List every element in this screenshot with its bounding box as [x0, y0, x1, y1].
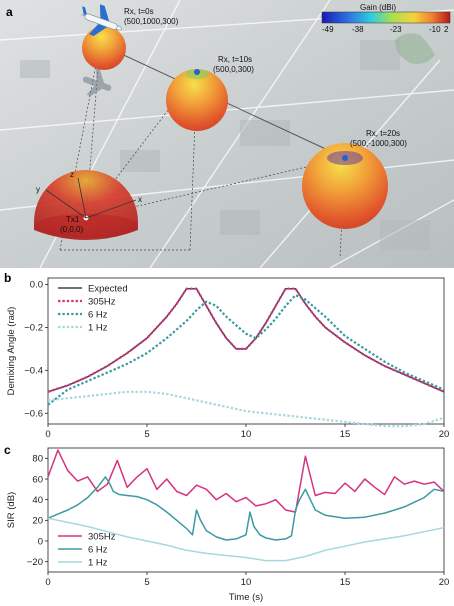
tx-label-coords: (0,0,0) — [60, 225, 83, 234]
colorbar — [321, 11, 451, 24]
legend-label: 6 Hz — [88, 544, 108, 555]
colorbar-tick-1: -38 — [352, 25, 364, 34]
x-tick-label: 10 — [241, 577, 252, 588]
rx-gain-lobe-t10 — [166, 69, 228, 131]
legend-label: 305Hz — [88, 296, 116, 307]
y-tick-label: −20 — [27, 557, 43, 568]
y-tick-label: −0.4 — [24, 366, 43, 377]
panel-c-label: c — [4, 443, 11, 457]
x-tick-label: 0 — [45, 577, 50, 588]
rx-t20-label: Rx, t=20s — [366, 129, 400, 138]
rx-t10-label: Rx, t=10s — [218, 55, 252, 64]
colorbar-tick-0: -49 — [322, 25, 334, 34]
y-axis-label: Demixing Angle (rad) — [6, 307, 17, 396]
rx-marker-t10 — [194, 69, 200, 75]
y-tick-label: 20 — [32, 516, 43, 527]
demixing-angle-chart: b 0 5 10 15 20 0.0 −0.2 −0.4 −0.6 Demixing Angle … — [4, 271, 450, 438]
tx-label-name: Tx1 — [66, 215, 80, 224]
axis-x-label: x — [138, 195, 142, 204]
y-tick-label: 60 — [32, 474, 43, 485]
series-line-305hz — [47, 287, 445, 393]
rx-t10-coords: (500,0,300) — [213, 65, 254, 74]
x-tick-label: 15 — [340, 429, 351, 438]
axes-triad — [45, 177, 137, 219]
rx-marker-t20 — [342, 155, 348, 161]
y-tick-label: 40 — [32, 495, 43, 506]
legend-label: Expected — [88, 283, 128, 294]
legend-label: 1 Hz — [88, 322, 108, 333]
rx-gain-lobe-t0 — [82, 26, 126, 70]
airplane-icon — [81, 4, 123, 37]
series-line-6-hz — [47, 294, 445, 406]
colorbar-tick-4: 2 — [444, 25, 449, 34]
x-tick-label: 5 — [144, 577, 149, 588]
rx-gain-lobe-t20 — [302, 143, 388, 229]
x-tick-label: 15 — [340, 577, 351, 588]
y-tick-label: 80 — [32, 454, 43, 465]
legend-label: 6 Hz — [88, 309, 108, 320]
map-blocks — [20, 40, 430, 250]
series-line-1-hz — [47, 390, 445, 428]
axis-y-label: y — [36, 185, 40, 194]
y-axis-label: SIR (dB) — [6, 492, 17, 528]
tx-lobe-base — [34, 214, 138, 238]
rx-t0-label: Rx, t=0s — [124, 7, 154, 16]
colorbar-tick-3: -10 — [429, 25, 441, 34]
x-tick-label: 20 — [439, 429, 450, 438]
colorbar-title: Gain (dBi) — [360, 3, 396, 12]
colorbar-tick-2: -23 — [390, 25, 402, 34]
x-axis-label: Time (s) — [229, 592, 263, 603]
x-tick-label: 20 — [439, 577, 450, 588]
legend-label: 1 Hz — [88, 557, 108, 568]
x-tick-label: 10 — [241, 429, 252, 438]
y-tick-label: 0.0 — [30, 280, 43, 291]
x-tick-label: 5 — [144, 429, 149, 438]
panel-a-label: a — [6, 5, 13, 19]
y-tick-label: 0 — [38, 536, 43, 547]
airplane-shadow-icon — [82, 68, 112, 97]
x-tick-label: 0 — [45, 429, 50, 438]
y-tick-label: −0.2 — [24, 323, 43, 334]
axis-z-label: z — [70, 170, 74, 179]
scene-panel: a z y x Tx1 (0,0,0) R — [0, 0, 454, 268]
series-line-6-hz — [47, 476, 445, 541]
panel-b-label: b — [4, 271, 11, 285]
rx-t20-coords: (500,-1000,300) — [350, 139, 407, 148]
y-tick-label: −0.6 — [24, 409, 43, 420]
series-line-1-hz — [47, 517, 445, 562]
rx-t0-coords: (500,1000,300) — [124, 17, 179, 26]
map-park — [395, 33, 435, 64]
legend-label: 305Hz — [88, 531, 116, 542]
series-line-305hz — [47, 449, 445, 513]
